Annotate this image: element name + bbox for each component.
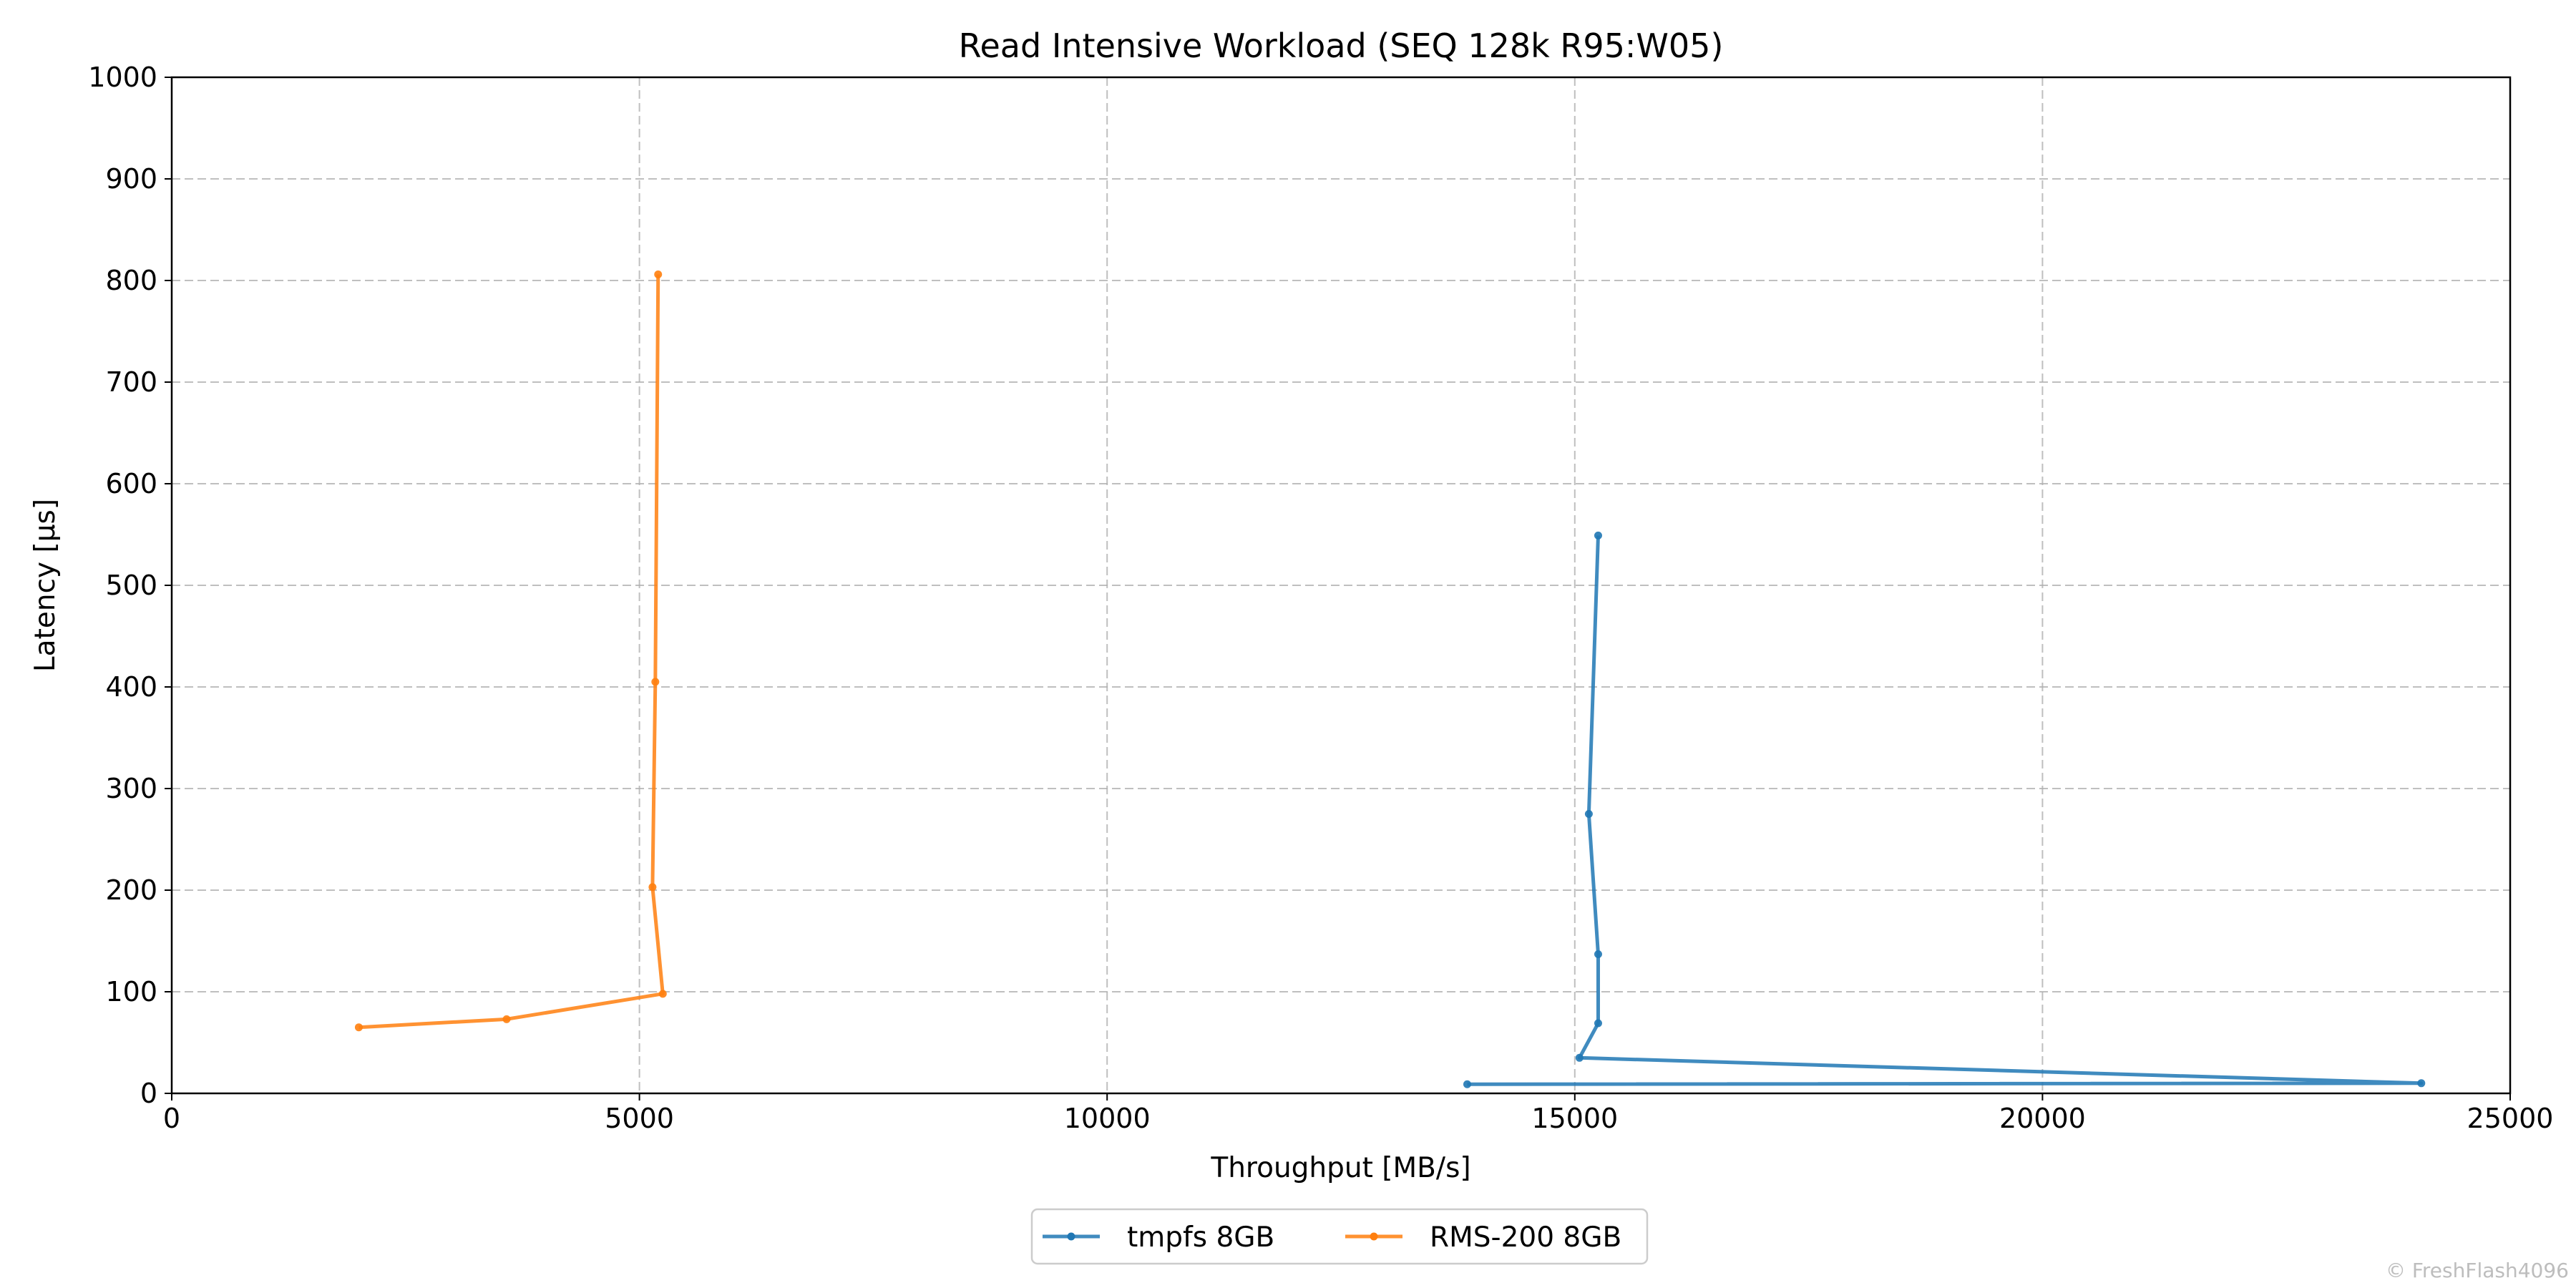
y-tick-label: 600 [105,468,157,499]
data-point-series-2 [651,678,660,686]
y-tick-label: 0 [140,1078,157,1109]
data-point-series-1 [1594,950,1602,958]
x-tick-label: 25000 [2467,1103,2554,1134]
legend-swatch-marker [1067,1232,1075,1241]
legend-label: RMS-200 8GB [1430,1221,1621,1254]
data-point-series-2 [654,270,663,278]
legend-box [1030,1208,1649,1265]
series-line-2 [358,274,665,1030]
data-point-series-1 [1463,1080,1471,1088]
data-point-series-2 [648,883,657,892]
x-axis-label: Throughput [MB/s] [1210,1152,1470,1184]
y-tick-label: 900 [105,163,157,195]
watermark: © FreshFlash4096 [2385,1259,2569,1282]
x-tick-label: 20000 [1999,1103,2086,1134]
y-axis-label: Latency [µs] [29,499,62,672]
y-tick-label: 500 [105,570,157,601]
x-tick-label: 15000 [1531,1103,1618,1134]
x-tick-label: 10000 [1064,1103,1151,1134]
x-tick-label: 5000 [605,1103,674,1134]
y-tick-label: 300 [105,773,157,804]
y-tick-label: 400 [105,671,157,703]
chart-title: Read Intensive Workload (SEQ 128k R95:W0… [959,26,1724,65]
legend-label: tmpfs 8GB [1127,1221,1274,1254]
legend-swatch-marker [1370,1232,1378,1241]
y-tick-label: 200 [105,874,157,906]
data-point-series-1 [1584,810,1593,818]
y-tick-label: 100 [105,976,157,1008]
y-tick-label: 1000 [88,62,157,93]
data-point-series-2 [502,1015,511,1023]
data-point-series-1 [1594,1019,1602,1028]
data-point-series-1 [2417,1079,2426,1088]
y-tick-label: 700 [105,366,157,398]
x-tick-label: 0 [163,1103,180,1134]
data-point-series-2 [658,990,667,998]
data-point-series-1 [1594,531,1602,540]
data-point-series-1 [1575,1053,1584,1062]
y-tick-label: 800 [105,265,157,296]
data-point-series-2 [354,1023,363,1032]
